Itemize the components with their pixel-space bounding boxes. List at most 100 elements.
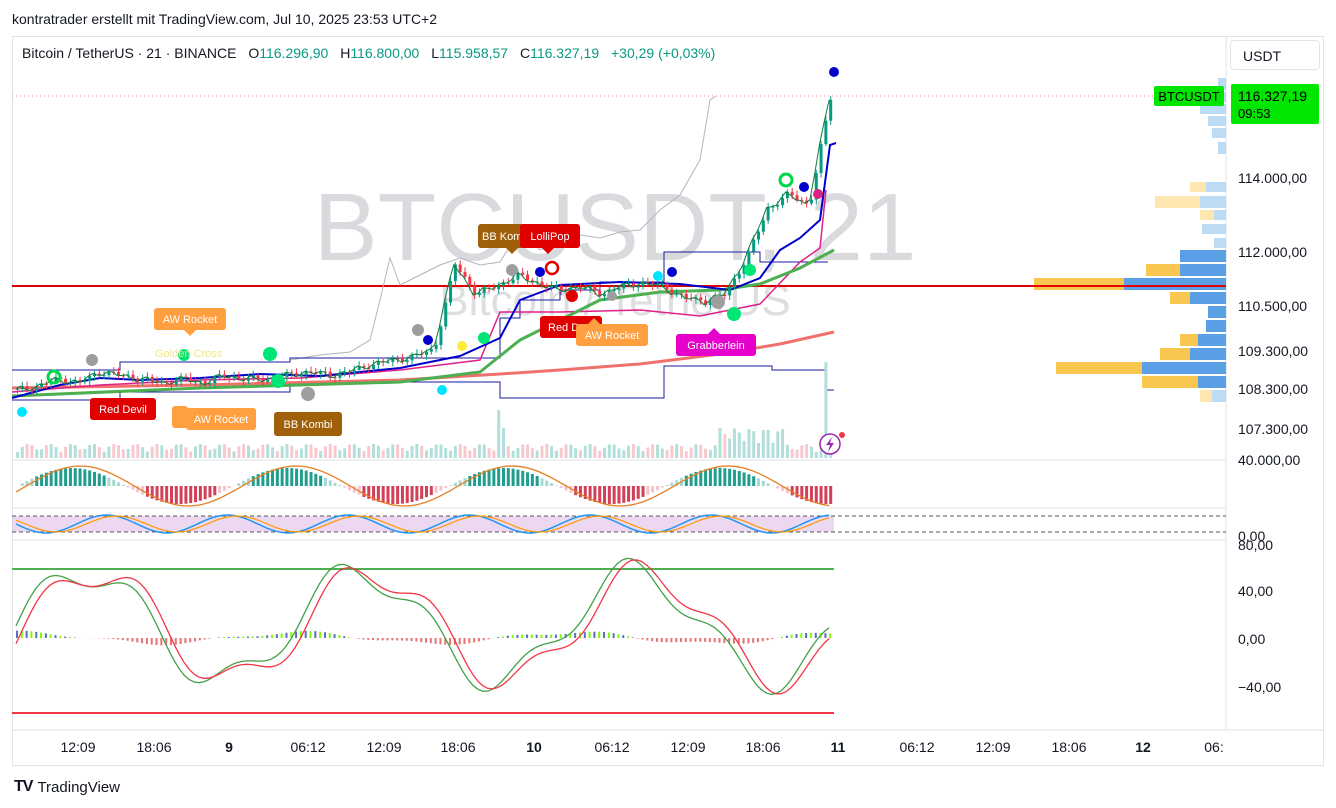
candle-body: [16, 388, 19, 390]
rsi-bar: [391, 486, 395, 504]
candle-body: [372, 364, 376, 370]
stoch-bar: [299, 631, 302, 638]
high-value: 116.800,00: [350, 45, 420, 61]
volume-bar: [487, 448, 491, 458]
stoch-bar: [766, 638, 769, 641]
candle-body: [88, 375, 92, 381]
svg-text:BB Kombi: BB Kombi: [284, 419, 333, 431]
rsi-bar: [59, 468, 63, 486]
label-bb-kombi-2[interactable]: BB Kombi: [478, 224, 531, 254]
currency-button[interactable]: USDT: [1230, 40, 1320, 70]
volume-bar: [453, 445, 457, 458]
label-red-devil-1[interactable]: Red Devil: [90, 398, 156, 420]
rsi-bar: [184, 486, 188, 504]
stoch-bar: [165, 638, 168, 646]
volume-bar: [694, 444, 698, 458]
rsi-bar: [333, 482, 337, 486]
candle-body: [213, 377, 217, 384]
rsi-bar: [444, 486, 448, 488]
lightning-icon[interactable]: [819, 432, 845, 455]
candle-body: [117, 371, 121, 376]
volume-bar: [583, 445, 587, 458]
stoch-bar: [222, 637, 225, 638]
volume-bar: [309, 444, 313, 458]
time-axis-label: 06:12: [290, 739, 325, 755]
price-axis-labels: 114.000,00 112.000,00 110.500,00 109.300…: [1238, 170, 1308, 437]
volume-bar: [35, 449, 39, 458]
rsi-bar: [809, 486, 813, 503]
candle-body: [627, 283, 631, 285]
stoch-bar: [675, 638, 678, 643]
stoch-bar: [179, 638, 182, 645]
label-bb-kombi-1[interactable]: BB Kombi: [274, 412, 342, 436]
stoch-bar: [131, 638, 134, 642]
svg-text:114.000,00: 114.000,00: [1238, 170, 1307, 186]
svg-text:40,00: 40,00: [1238, 583, 1273, 599]
candle-body: [386, 361, 390, 363]
rsi-bar: [222, 486, 226, 491]
svg-text:BB Kombi: BB Kombi: [482, 231, 531, 243]
candle-body: [189, 377, 193, 382]
stoch-bar: [550, 634, 553, 638]
volume-bar: [559, 447, 563, 458]
rsi-bar: [569, 486, 573, 493]
rsi-bar: [449, 485, 453, 486]
stoch-bar: [405, 638, 408, 641]
footer[interactable]: TV TradingView: [14, 778, 120, 796]
stoch-bar: [468, 638, 471, 644]
volume-bar: [338, 450, 342, 458]
symbol-name[interactable]: Bitcoin / TetherUS · 21 · BINANCE: [22, 45, 237, 61]
candle-body: [578, 287, 582, 289]
stoch-bar: [805, 633, 808, 638]
candle-body: [809, 199, 813, 204]
rsi-bar: [189, 486, 193, 504]
rsi-bar: [309, 472, 313, 486]
candle-body: [530, 280, 534, 282]
label-grabberlein[interactable]: Grabberlein: [676, 328, 756, 356]
rsi-bar: [660, 486, 664, 488]
candle-body: [449, 281, 453, 303]
label-lollipop[interactable]: LolliPop: [520, 224, 580, 254]
candle-body: [521, 272, 525, 275]
rsi-bar: [381, 486, 385, 503]
volume-bar: [463, 445, 467, 458]
stoch-bar: [540, 634, 543, 638]
label-aw-rocket-1[interactable]: AW Rocket: [154, 308, 226, 336]
rsi-bar: [477, 472, 481, 486]
volume-bar: [477, 444, 481, 458]
stoch-bar: [526, 634, 529, 638]
rsi-bar: [372, 486, 376, 501]
low-label: L: [431, 45, 440, 61]
volume-bar: [550, 446, 554, 458]
candle-body: [285, 372, 289, 377]
label-aw-rocket-3[interactable]: AW Rocket: [576, 318, 648, 346]
stoch-bar: [444, 638, 447, 645]
rsi-bar: [275, 468, 279, 486]
candle-body: [665, 283, 669, 290]
rsi-bar: [429, 486, 433, 496]
rsi-bar: [131, 486, 135, 490]
rsi-bar: [280, 468, 284, 486]
stoch-bar: [588, 631, 591, 638]
candle-body: [174, 381, 178, 385]
candle-body: [622, 283, 626, 289]
rsi-bar: [376, 486, 380, 502]
stoch-bar: [266, 635, 269, 638]
candle-body: [511, 279, 515, 284]
stoch-bar: [194, 638, 197, 642]
volume-bar: [425, 450, 428, 458]
volume-bar: [631, 444, 635, 458]
volume-bar: [30, 445, 34, 458]
stoch-bar: [280, 633, 283, 638]
stoch-bar: [689, 638, 692, 642]
volume-bar: [554, 450, 558, 458]
stoch-bar: [174, 638, 177, 645]
stoch-bar: [530, 634, 533, 638]
candle-body: [97, 373, 101, 376]
label-aw-rocket-2[interactable]: AW Rocket: [172, 406, 256, 430]
volume-bar: [59, 451, 63, 458]
rsi-bar: [145, 486, 149, 497]
candle-body: [83, 380, 87, 383]
volume-bar: [434, 444, 438, 458]
